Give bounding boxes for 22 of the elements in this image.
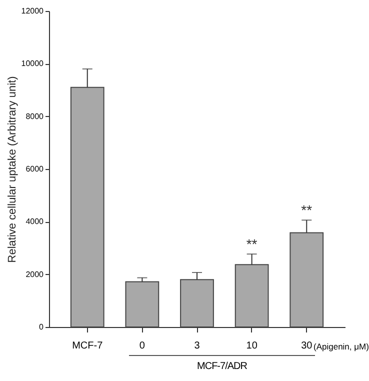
- y-tick-label: 6000: [26, 164, 44, 174]
- x-tick-label: 30: [301, 340, 313, 352]
- x-tick-label: 0: [139, 340, 146, 352]
- bar: [125, 281, 160, 328]
- annotation: **: [246, 236, 258, 252]
- x-tick-label: 3: [194, 340, 200, 352]
- text: MCF-7/ADR: [196, 361, 248, 372]
- x-axis-title: (Apigenin, μM): [314, 342, 369, 352]
- bar: [70, 86, 104, 328]
- bar: [180, 279, 214, 328]
- x-tick-label: MCF-7: [72, 340, 104, 352]
- bar: [234, 264, 269, 328]
- bar: [290, 232, 324, 328]
- annotation: **: [301, 202, 313, 218]
- y-axis-title: Relative cellular uptake (Arbitrary unit): [6, 76, 18, 263]
- y-tick-label: 4000: [26, 217, 44, 226]
- y-tick-label: 10000: [21, 59, 44, 68]
- y-tick-label: 12000: [21, 6, 44, 16]
- y-tick-label: 0: [39, 322, 44, 332]
- y-tick-label: 8000: [26, 112, 44, 121]
- y-tick-label: 2000: [26, 270, 44, 279]
- x-tick-label: 10: [246, 340, 258, 352]
